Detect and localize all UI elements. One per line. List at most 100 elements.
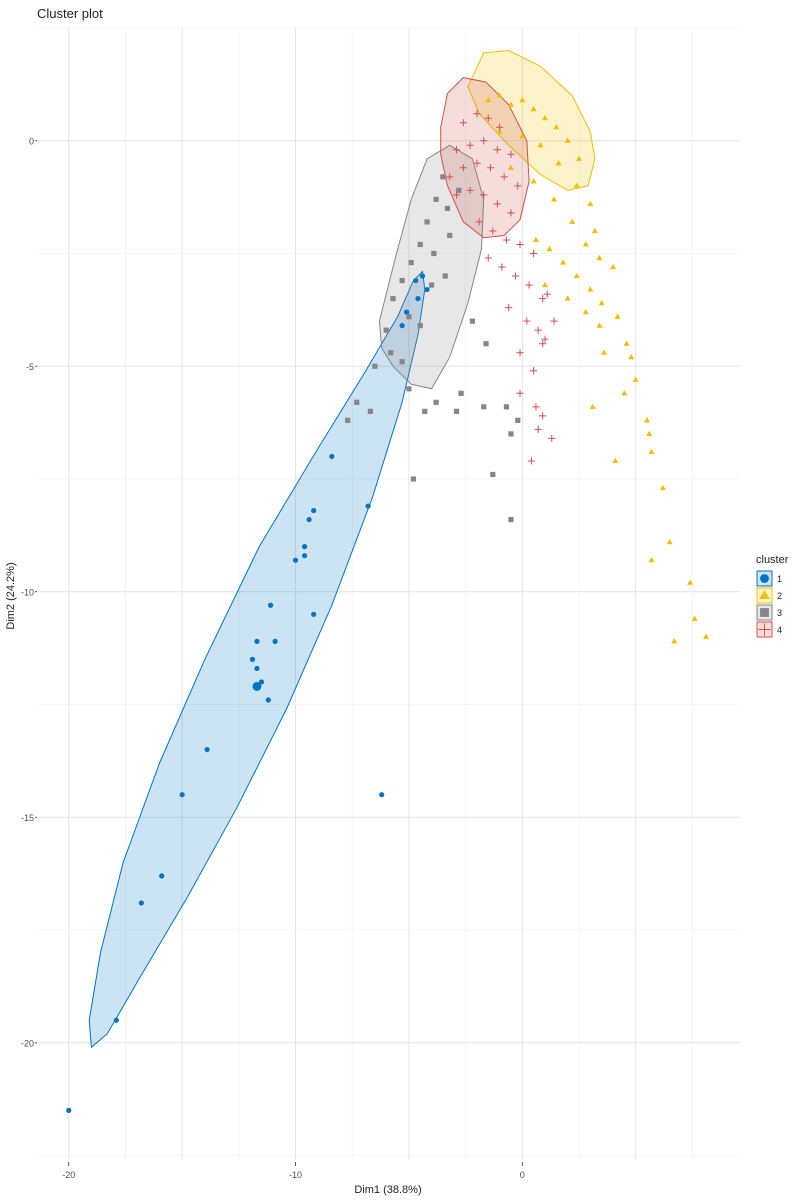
- cluster-3-point: [447, 232, 453, 239]
- cluster-3-points: [345, 174, 521, 523]
- cluster-4-point: [541, 335, 549, 343]
- cluster-4-point: [459, 164, 467, 172]
- cluster-4-point: [459, 119, 467, 127]
- cluster-1-point: [379, 792, 385, 798]
- cluster-4-point: [523, 317, 531, 325]
- cluster-1-point: [113, 1017, 119, 1023]
- legend-label-1: 1: [777, 574, 782, 584]
- cluster-2-point: [648, 556, 655, 563]
- cluster-4-point: [539, 340, 547, 348]
- cluster-4-point: [516, 389, 524, 397]
- cluster-3-point: [442, 273, 448, 279]
- legend-title: cluster: [756, 554, 789, 566]
- cluster-2-point: [596, 322, 603, 328]
- cluster-3-point: [372, 363, 378, 369]
- cluster-4-point: [527, 457, 535, 465]
- cluster-ellipse-4: [440, 77, 530, 239]
- cluster-3-point: [481, 404, 487, 410]
- cluster-3-point: [508, 431, 514, 437]
- cluster-3-point: [515, 417, 521, 423]
- cluster-2-point: [485, 96, 492, 103]
- cluster-2-point: [587, 286, 594, 292]
- cluster-1-point: [404, 309, 410, 315]
- cluster-2-point: [575, 155, 583, 161]
- cluster-4-point: [507, 209, 515, 217]
- cluster-2-point: [591, 227, 598, 234]
- cluster-2-point: [596, 254, 603, 261]
- cluster-2-point: [573, 182, 580, 188]
- cluster-2-points: [485, 92, 710, 644]
- y-tick-label: -5: [26, 362, 34, 372]
- cluster-3-point: [433, 196, 439, 202]
- cluster-ellipses: [88, 49, 596, 1049]
- cluster-3-point: [503, 404, 510, 410]
- cluster-4-point: [466, 186, 474, 194]
- cluster-4-point: [502, 236, 511, 244]
- cluster-4-point: [534, 326, 542, 334]
- cluster-1-point: [329, 453, 335, 460]
- cluster-2-point: [532, 236, 539, 243]
- cluster-2-point: [702, 633, 710, 639]
- y-tick-label: -10: [21, 588, 34, 598]
- cluster-4-point: [466, 141, 474, 149]
- cluster-2-point: [553, 124, 560, 130]
- cluster-3-point: [483, 341, 489, 347]
- cluster-2-point: [555, 160, 562, 166]
- cluster-2-point: [666, 538, 673, 545]
- cluster-4-point: [452, 191, 461, 199]
- cluster-1-point: [249, 656, 256, 662]
- cluster-4-point: [516, 240, 524, 249]
- cluster-1-point: [138, 900, 144, 906]
- cluster-4-points: [446, 110, 558, 465]
- cluster-4-point: [496, 123, 504, 131]
- cluster-4-point: [548, 434, 556, 443]
- cluster-2-point: [691, 615, 698, 621]
- y-tick-label: -15: [21, 813, 34, 823]
- cluster-2-point: [659, 484, 666, 491]
- cluster-2-point: [609, 263, 617, 270]
- cluster-3-point: [383, 327, 389, 333]
- cluster-2-point: [507, 164, 514, 170]
- cluster-1-point: [301, 553, 308, 559]
- cluster-1-point: [254, 638, 260, 644]
- x-tick-label: -20: [62, 1170, 75, 1180]
- cluster-4-point: [511, 272, 520, 280]
- cluster-4-point: [516, 349, 524, 357]
- cluster-3-point: [422, 408, 428, 414]
- cluster-4-point: [480, 137, 488, 145]
- cluster-3-point: [417, 241, 423, 248]
- cluster-4-point: [532, 403, 540, 411]
- cluster-2-point: [632, 376, 639, 382]
- cluster-1-centroid: [252, 682, 262, 691]
- cluster-2-point: [496, 128, 503, 134]
- cluster-4-point: [498, 263, 506, 271]
- cluster-1-point: [265, 697, 271, 703]
- cluster-3-point: [410, 476, 417, 482]
- cluster-1-point: [258, 679, 265, 685]
- cluster-3-point: [399, 359, 405, 365]
- cluster-2-point: [582, 308, 589, 315]
- cluster-2-point: [551, 196, 558, 202]
- cluster-4-point: [507, 150, 515, 158]
- cluster-2-point: [546, 245, 553, 252]
- y-axis-ticks: 0 -5 -10 -15 -20: [21, 137, 37, 1049]
- cluster-4-point: [534, 425, 542, 433]
- cluster-3-point: [406, 314, 412, 320]
- cluster-2-point: [564, 295, 571, 301]
- cluster-2-point: [614, 313, 621, 319]
- cluster-1-point: [399, 323, 405, 329]
- cluster-2-point: [587, 200, 594, 206]
- cluster-1-point: [66, 1107, 72, 1113]
- cluster-ellipse-1: [88, 270, 426, 1049]
- cluster-3-point: [367, 408, 373, 414]
- cluster-4-point: [452, 146, 461, 154]
- cluster-4-point: [475, 218, 483, 226]
- cluster-2-point: [598, 299, 605, 306]
- cluster-2-point: [648, 448, 655, 455]
- cluster-4-point: [550, 317, 558, 325]
- cluster-4-point: [446, 173, 454, 181]
- cluster-3-point: [406, 386, 412, 392]
- cluster-4-point: [484, 114, 492, 122]
- cluster-1-point: [267, 602, 274, 608]
- cluster-3-point: [440, 174, 446, 180]
